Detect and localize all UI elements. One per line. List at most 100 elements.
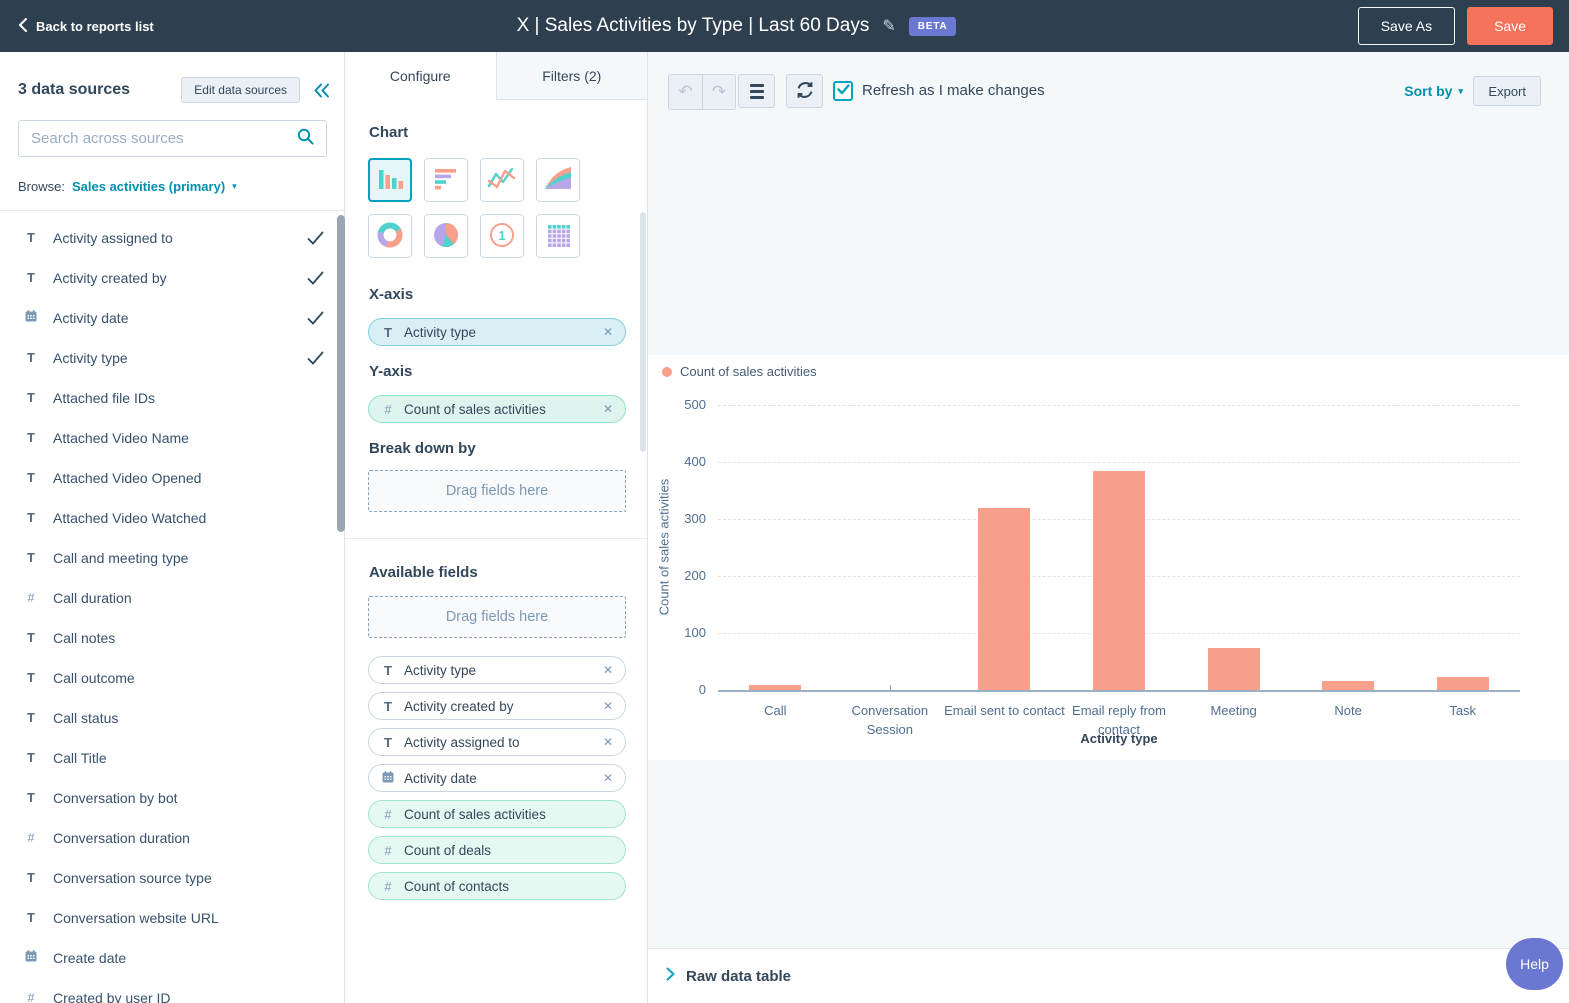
remove-field-icon[interactable]: ✕: [602, 771, 613, 785]
bar-email-reply-from-contact[interactable]: [1093, 470, 1145, 690]
field-item[interactable]: T Call and meeting type: [0, 538, 344, 578]
remove-field-icon[interactable]: ✕: [602, 735, 613, 749]
y-axis-field-pill[interactable]: # Count of sales activities ✕: [368, 395, 626, 423]
chart-type-area[interactable]: [536, 158, 580, 202]
field-pill[interactable]: # Count of contacts: [368, 872, 626, 900]
save-button[interactable]: Save: [1467, 7, 1553, 45]
field-pill[interactable]: T Activity type ✕: [368, 656, 626, 684]
field-item[interactable]: T Activity type: [0, 338, 344, 378]
field-item[interactable]: Create date: [0, 938, 344, 978]
field-item[interactable]: T Activity created by: [0, 258, 344, 298]
chart-type-grid: 1: [368, 158, 598, 258]
text-type-icon: T: [27, 470, 35, 485]
bar-meeting[interactable]: [1207, 647, 1260, 690]
field-pill-label: Count of sales activities: [404, 806, 546, 822]
field-pill[interactable]: Activity date ✕: [368, 764, 626, 792]
tab-filters[interactable]: Filters (2): [495, 52, 647, 100]
selected-check-icon: [307, 271, 324, 285]
field-item[interactable]: T Attached Video Name: [0, 418, 344, 458]
field-pill-label: Activity created by: [404, 698, 514, 714]
text-type-icon: T: [384, 662, 392, 678]
data-sources-count: 3 data sources: [18, 81, 131, 98]
number-type-icon: #: [384, 843, 392, 858]
panel-scrollbar[interactable]: [640, 212, 646, 452]
edit-title-icon[interactable]: ✎: [882, 18, 896, 35]
field-item[interactable]: T Call outcome: [0, 658, 344, 698]
field-item[interactable]: T Call Title: [0, 738, 344, 778]
field-pill[interactable]: T Activity created by ✕: [368, 692, 626, 720]
browse-source-dropdown[interactable]: Sales activities (primary): [71, 179, 226, 194]
field-pill[interactable]: T Activity assigned to ✕: [368, 728, 626, 756]
breakdown-drop-zone[interactable]: Drag fields here: [368, 470, 626, 512]
field-name: Conversation website URL: [53, 910, 219, 926]
tab-configure[interactable]: Configure: [389, 68, 451, 84]
chart-plot: 0 100 200 300 400 500 Call Conversation Session…: [648, 355, 1569, 760]
bar-task[interactable]: [1436, 676, 1489, 690]
collapse-sidebar-icon[interactable]: [313, 83, 330, 98]
save-as-button[interactable]: Save As: [1357, 7, 1456, 45]
chart-type-column[interactable]: [368, 158, 412, 202]
search-icon[interactable]: [297, 128, 314, 150]
category-tick: [889, 685, 891, 690]
chart-settings-button[interactable]: [738, 74, 775, 108]
refresh-button[interactable]: [786, 74, 823, 108]
chart-type-line[interactable]: [480, 158, 524, 202]
field-item[interactable]: T Attached Video Watched: [0, 498, 344, 538]
remove-field-icon[interactable]: ✕: [602, 699, 613, 713]
field-item[interactable]: T Conversation website URL: [0, 898, 344, 938]
selected-check-icon: [307, 351, 324, 365]
back-to-reports-link[interactable]: Back to reports list: [18, 0, 154, 52]
field-name: Conversation by bot: [53, 790, 178, 806]
field-item[interactable]: T Attached Video Opened: [0, 458, 344, 498]
bar-email-sent-to-contact[interactable]: [978, 507, 1031, 690]
x-axis-field-pill[interactable]: T Activity type ✕: [368, 318, 626, 346]
field-pill-label: Activity date: [404, 770, 477, 786]
field-item[interactable]: Activity date: [0, 298, 344, 338]
y-tick-label: 400: [684, 454, 706, 469]
number-type-icon: #: [384, 807, 392, 822]
chart-type-pie[interactable]: [424, 214, 468, 258]
line-chart-icon: [484, 161, 520, 200]
bar-note[interactable]: [1322, 680, 1375, 690]
field-pill[interactable]: # Count of sales activities: [368, 800, 626, 828]
remove-field-icon[interactable]: ✕: [602, 402, 613, 416]
help-button[interactable]: Help: [1506, 938, 1563, 990]
field-item[interactable]: T Activity assigned to: [0, 218, 344, 258]
field-item[interactable]: T Conversation source type: [0, 858, 344, 898]
chart-type-summary[interactable]: 1: [480, 214, 524, 258]
export-button[interactable]: Export: [1473, 76, 1541, 106]
chart-legend-item[interactable]: Count of sales activities: [662, 364, 817, 379]
number-type-icon: #: [27, 591, 35, 605]
text-type-icon: T: [27, 230, 35, 245]
field-item[interactable]: T Conversation by bot: [0, 778, 344, 818]
text-type-icon: T: [27, 670, 35, 685]
table-chart-icon: [540, 217, 576, 256]
bar-call[interactable]: [749, 684, 802, 690]
remove-field-icon[interactable]: ✕: [602, 663, 613, 677]
field-item[interactable]: T Call notes: [0, 618, 344, 658]
available-fields-drop-zone[interactable]: Drag fields here: [368, 596, 626, 638]
field-item[interactable]: # Call duration: [0, 578, 344, 618]
sidebar-scrollbar[interactable]: [337, 215, 345, 532]
x-tick-label: Note: [1334, 703, 1362, 718]
text-type-icon: T: [27, 630, 35, 645]
remove-field-icon[interactable]: ✕: [602, 325, 613, 339]
refresh-checkbox[interactable]: [833, 81, 853, 101]
edit-data-sources-button[interactable]: Edit data sources: [181, 77, 300, 103]
field-name: Call notes: [53, 630, 116, 646]
search-input[interactable]: [31, 130, 297, 147]
field-item[interactable]: T Call status: [0, 698, 344, 738]
chart-type-horizontal-bar[interactable]: [424, 158, 468, 202]
chart-type-table[interactable]: [536, 214, 580, 258]
field-item[interactable]: T Attached file IDs: [0, 378, 344, 418]
field-item[interactable]: # Created by user ID: [0, 978, 344, 1003]
field-item[interactable]: # Conversation duration: [0, 818, 344, 858]
redo-button[interactable]: ↷: [702, 75, 735, 109]
undo-button[interactable]: ↶: [669, 75, 702, 109]
chart-type-donut[interactable]: [368, 214, 412, 258]
top-nav: Back to reports list X | Sales Activitie…: [0, 0, 1569, 52]
configure-panel: Configure Filters (2) Chart 1 X-axis T A…: [345, 52, 648, 1003]
field-pill[interactable]: # Count of deals: [368, 836, 626, 864]
raw-data-table-toggle[interactable]: Raw data table: [648, 948, 1569, 1003]
sort-by-dropdown[interactable]: Sort by ▾: [1404, 83, 1463, 99]
